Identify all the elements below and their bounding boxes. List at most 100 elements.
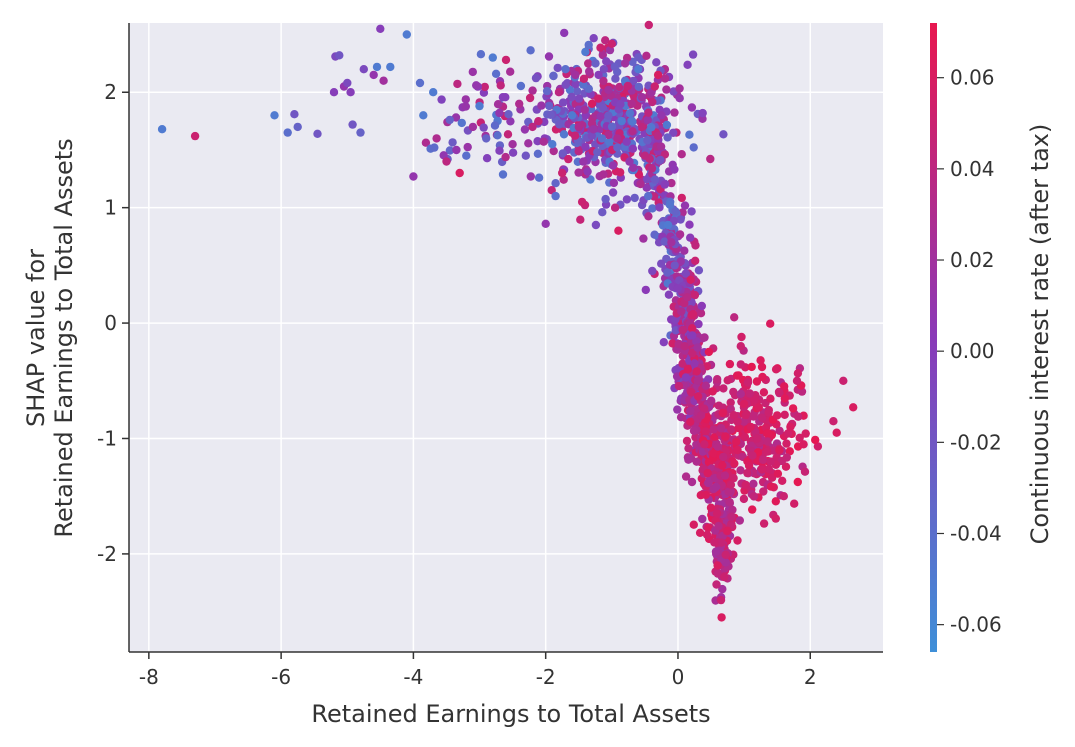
scatter-point [773, 411, 782, 420]
scatter-point [533, 149, 543, 158]
scatter-point [764, 429, 773, 438]
scatter-point [711, 482, 721, 492]
scatter-point [421, 138, 431, 147]
scatter-point [669, 128, 678, 137]
scatter-point [700, 333, 709, 342]
scatter-point [558, 98, 568, 107]
scatter-point [723, 376, 732, 385]
scatter-point [537, 101, 546, 110]
scatter-point [598, 103, 608, 113]
scatter-point [766, 394, 775, 403]
scatter-point [601, 194, 610, 204]
scatter-point [561, 65, 570, 74]
scatter-point [627, 99, 636, 109]
scatter-point [596, 43, 605, 52]
scatter-point [579, 74, 589, 84]
scatter-point [689, 143, 698, 152]
scatter-point [697, 301, 706, 311]
scatter-point [678, 325, 688, 335]
scatter-point [713, 442, 723, 451]
scatter-point [763, 447, 772, 456]
scatter-point [508, 140, 517, 149]
scatter-point [613, 143, 622, 152]
scatter-point [714, 521, 723, 531]
scatter-point [713, 375, 722, 384]
scatter-point [745, 389, 754, 398]
scatter-point [681, 472, 691, 481]
scatter-point [644, 212, 653, 221]
scatter-point [736, 466, 745, 475]
scatter-point [608, 188, 618, 197]
scatter-point [614, 226, 623, 235]
scatter-point [629, 163, 638, 172]
scatter-point [521, 151, 530, 160]
scatter-point [445, 146, 455, 155]
scatter-point [685, 220, 694, 229]
scatter-point [468, 67, 477, 77]
scatter-point [730, 313, 739, 322]
scatter-point [725, 498, 734, 507]
scatter-point [605, 137, 614, 146]
scatter-point [461, 95, 470, 104]
scatter-point [616, 100, 625, 109]
scatter-point [736, 342, 745, 351]
scatter-point [687, 103, 697, 112]
scatter-point [657, 111, 666, 120]
scatter-point [778, 476, 787, 485]
scatter-point [712, 509, 722, 518]
scatter-point [498, 93, 508, 102]
scatter-point [432, 134, 441, 143]
scatter-point [780, 382, 789, 391]
scatter-point [549, 71, 558, 81]
scatter-point [506, 67, 515, 76]
scatter-point [574, 147, 583, 156]
scatter-point [676, 257, 685, 266]
scatter-point [359, 65, 368, 74]
scatter-point [688, 348, 697, 358]
scatter-point [780, 394, 789, 403]
scatter-point [774, 387, 784, 397]
scatter-point [461, 102, 470, 111]
scatter-point [356, 128, 365, 137]
scatter-point [677, 307, 686, 316]
scatter-point [574, 122, 583, 132]
scatter-point [758, 455, 768, 464]
scatter-point [488, 53, 497, 62]
scatter-point [329, 88, 339, 97]
scatter-point [639, 234, 648, 243]
scatter-point [688, 331, 697, 340]
scatter-point [659, 338, 668, 347]
scatter-point [690, 290, 700, 300]
scatter-point [749, 492, 759, 501]
scatter-point [707, 396, 716, 405]
scatter-point [379, 76, 388, 85]
scatter-point [628, 127, 637, 136]
scatter-point [587, 131, 596, 140]
scatter-point [372, 62, 382, 72]
scatter-point [780, 410, 789, 419]
scatter-point [698, 108, 707, 118]
scatter-point [157, 125, 167, 134]
scatter-point [457, 118, 466, 128]
scatter-point [713, 569, 722, 578]
scatter-point [348, 120, 357, 129]
y-tick-label: -2 [97, 542, 117, 566]
scatter-point [749, 479, 758, 488]
scatter-point [681, 269, 690, 278]
scatter-point [591, 220, 601, 230]
scatter-point [402, 30, 411, 39]
scatter-point [630, 193, 639, 203]
scatter-point [599, 170, 608, 179]
scatter-point [577, 197, 587, 207]
scatter-point [369, 70, 378, 80]
scatter-point [539, 137, 548, 146]
scatter-point [691, 256, 700, 265]
scatter-point [794, 412, 803, 421]
scatter-point [686, 406, 695, 416]
scatter-point [721, 550, 730, 559]
x-tick-label: 0 [672, 665, 685, 689]
scatter-point [572, 86, 582, 96]
scatter-point [733, 445, 742, 455]
scatter-point [553, 63, 562, 73]
scatter-point [644, 191, 653, 201]
